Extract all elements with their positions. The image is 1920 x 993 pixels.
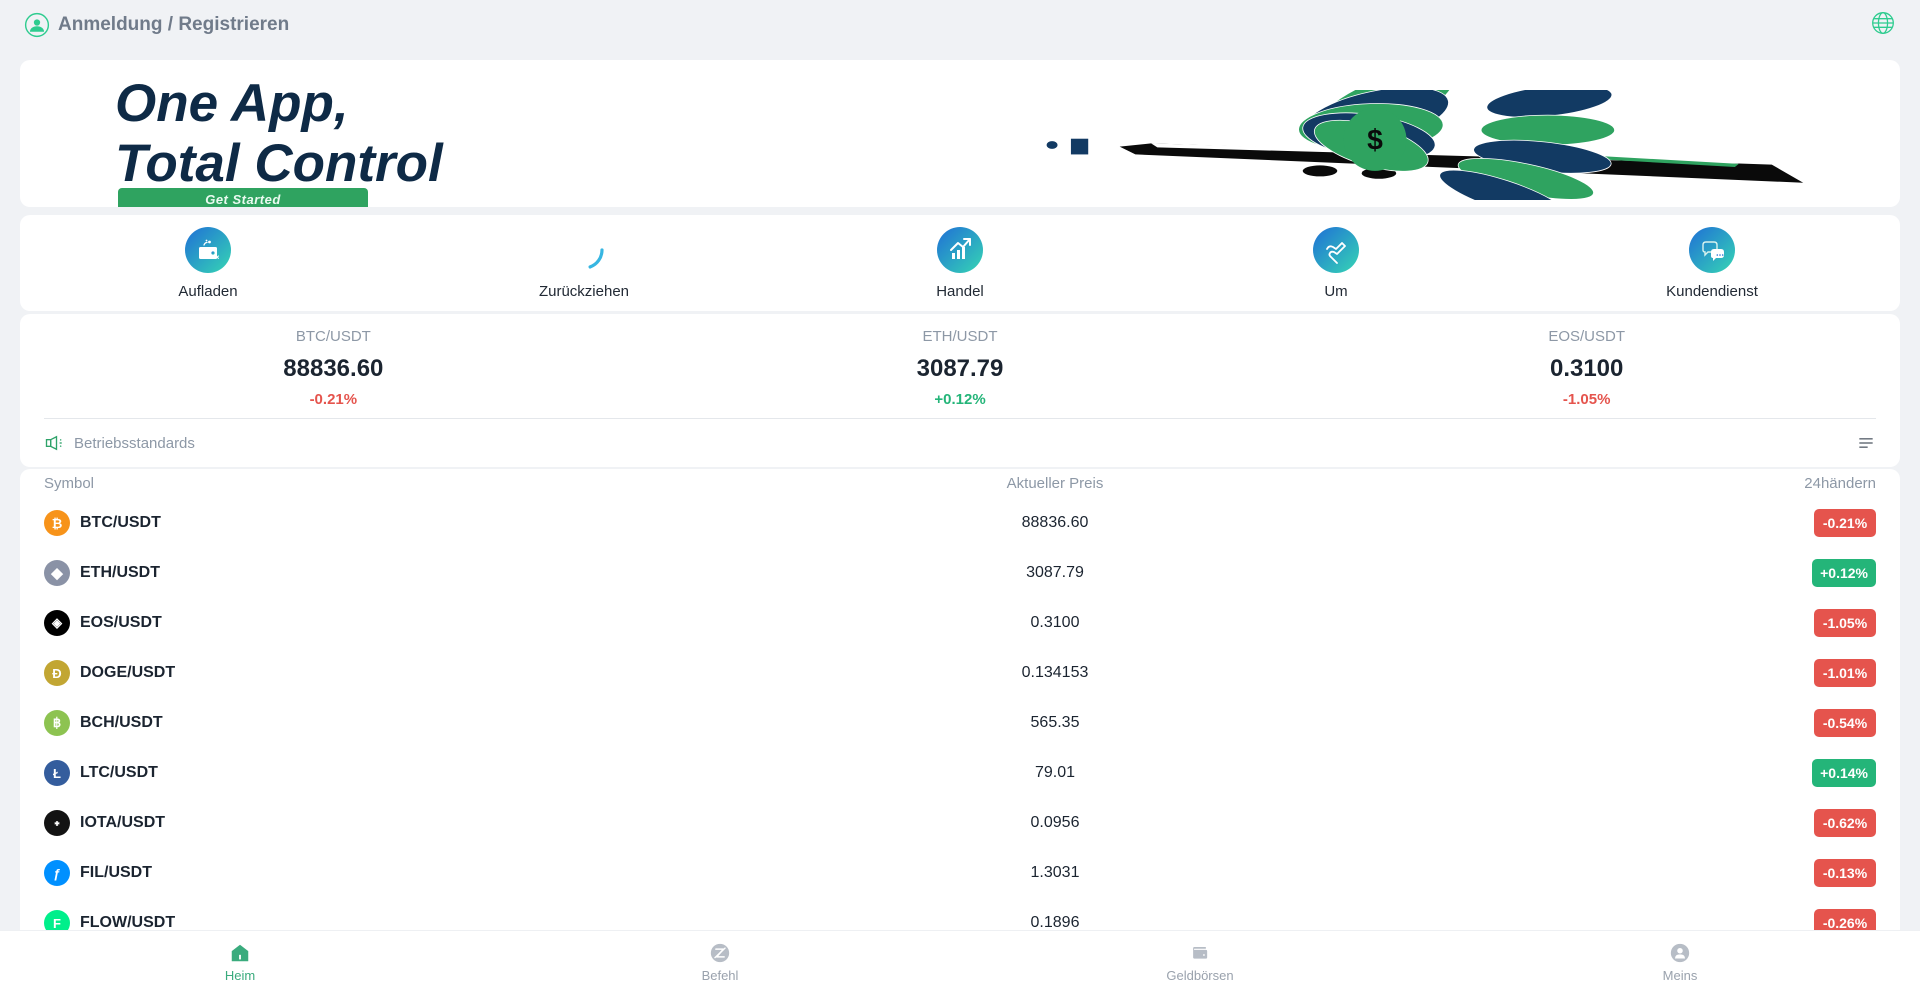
svg-text:$: $ (1367, 124, 1383, 156)
